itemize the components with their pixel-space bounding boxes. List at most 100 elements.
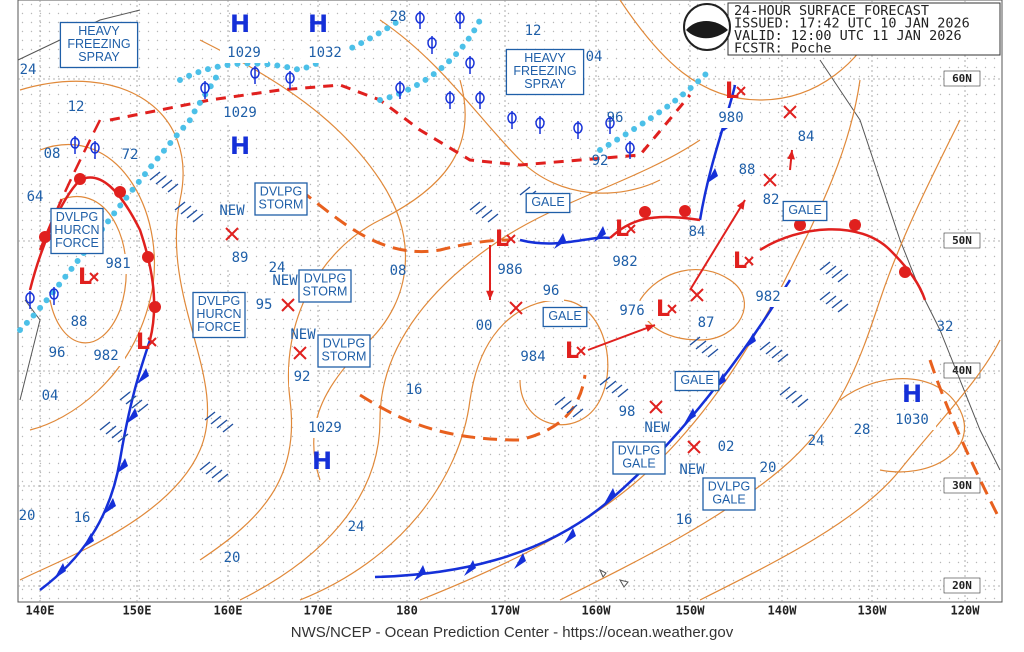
low-pressure: 976 — [619, 303, 644, 319]
wind-barb — [216, 419, 228, 429]
lon-label: 170W — [491, 604, 521, 618]
spray-symbol — [285, 72, 295, 84]
wind-barb — [149, 171, 161, 181]
low-symbol: L — [136, 330, 150, 355]
lon-label: 140W — [768, 604, 798, 618]
low-pressure: 984 — [520, 349, 545, 365]
trough — [928, 359, 1002, 521]
wind-barb — [205, 465, 217, 475]
warning-label: DVLPG HURCN FORCE — [196, 294, 241, 334]
pressure-box — [712, 108, 750, 128]
warning-label: GALE — [680, 373, 713, 387]
center-x — [763, 173, 777, 187]
spray-symbol — [395, 82, 405, 94]
cold-front-triangle — [744, 333, 756, 349]
warning-line: HURCN — [196, 307, 241, 321]
warning-line: GALE — [712, 493, 745, 507]
track-arrow — [689, 199, 746, 291]
features: H 1029 H 1032 H 1029 H 1029 H 1030 L 981 L 982 L 986 L 98… — [19, 9, 954, 566]
isobar-label: 04 — [42, 388, 59, 404]
high-pressure: 1029 — [223, 105, 257, 121]
center-pressure: 96 — [543, 283, 560, 299]
warning-box — [674, 370, 720, 392]
warning-box — [702, 477, 756, 511]
pressure-box — [793, 127, 819, 147]
low-center-x — [576, 346, 586, 356]
high-pressure: 1029 — [227, 45, 261, 61]
wind-barb — [605, 380, 617, 390]
track-arrow — [587, 324, 656, 351]
track-arrowhead — [645, 324, 655, 332]
new-label: NEW — [290, 327, 316, 343]
warning-box — [254, 182, 308, 216]
isobar-label: 24 — [348, 519, 365, 535]
center-x — [225, 227, 239, 241]
wind-barb — [771, 349, 783, 359]
lat-label: 20N — [952, 579, 972, 592]
warning-box — [192, 291, 246, 339]
warning-line: FREEZING — [67, 37, 130, 51]
wind-barb — [759, 341, 771, 351]
isobar-label: 32 — [937, 319, 954, 335]
pressure-box — [227, 248, 253, 268]
warm-front-half-circle — [849, 219, 861, 231]
warm-front — [609, 215, 701, 239]
low-pressure: 982 — [755, 289, 780, 305]
pressure-box — [491, 260, 529, 280]
wind-barb — [111, 429, 123, 439]
isobar-label: 20 — [19, 508, 36, 524]
spray-symbol — [465, 57, 475, 69]
low-symbol: L — [656, 297, 670, 322]
warm-front-half-circle — [114, 186, 126, 198]
header-line: VALID: 12:00 UTC 11 JAN 2026 — [734, 28, 962, 44]
high-symbol: H — [230, 132, 250, 160]
wind-barb — [791, 394, 803, 404]
center-x — [649, 400, 663, 414]
isobar-label: 24 — [269, 260, 286, 276]
spray-symbol — [625, 142, 635, 154]
wind-barb — [779, 386, 791, 396]
lon-label: 130W — [858, 604, 888, 618]
wind-barb — [777, 353, 789, 363]
warning-line: DVLPG — [260, 185, 302, 199]
low-center-x — [744, 256, 754, 266]
cold-front-triangle — [82, 533, 94, 549]
cold-front-triangle — [554, 233, 566, 249]
header-box: 24-HOUR SURFACE FORECAST ISSUED: 17:42 UT… — [683, 2, 1001, 57]
spray-symbol — [25, 292, 35, 304]
footer: NWS/NCEP - Ocean Prediction Center - htt… — [291, 624, 734, 641]
warning-line: DVLPG — [618, 444, 660, 458]
warning-line: HEAVY — [524, 51, 566, 65]
wind-barb — [137, 403, 149, 413]
spray-symbol — [49, 288, 59, 300]
track-arrowhead — [787, 150, 795, 160]
spray-symbol — [90, 142, 100, 154]
center-pressure: 02 — [718, 439, 735, 455]
pressure-box — [251, 295, 277, 315]
cold-front-triangle — [604, 488, 616, 504]
warning-line: GALE — [548, 309, 581, 323]
lon-label: 140E — [26, 604, 55, 618]
spray-symbol — [445, 92, 455, 104]
trough — [38, 119, 102, 251]
isobar-label: 64 — [27, 189, 44, 205]
new-label: NEW — [219, 203, 245, 219]
wind-barb — [217, 473, 229, 483]
isobar-label: 12 — [525, 23, 542, 39]
warning-line: HURCN — [54, 223, 99, 237]
warning-line: STORM — [259, 198, 304, 212]
trough — [299, 188, 511, 253]
ice-edge — [109, 83, 692, 167]
wind-barb — [707, 348, 719, 358]
lon-label-box — [206, 603, 250, 618]
wind-barb — [204, 411, 216, 421]
lat-label: 40N — [952, 364, 972, 377]
warm-front-half-circle — [39, 231, 51, 243]
spray-symbol — [605, 117, 615, 129]
low-pressure: 980 — [718, 110, 743, 126]
lon-label-box — [115, 603, 159, 618]
noaa-logo-bird — [686, 21, 728, 39]
wind-barb — [125, 395, 137, 405]
wind-barb — [174, 201, 186, 211]
